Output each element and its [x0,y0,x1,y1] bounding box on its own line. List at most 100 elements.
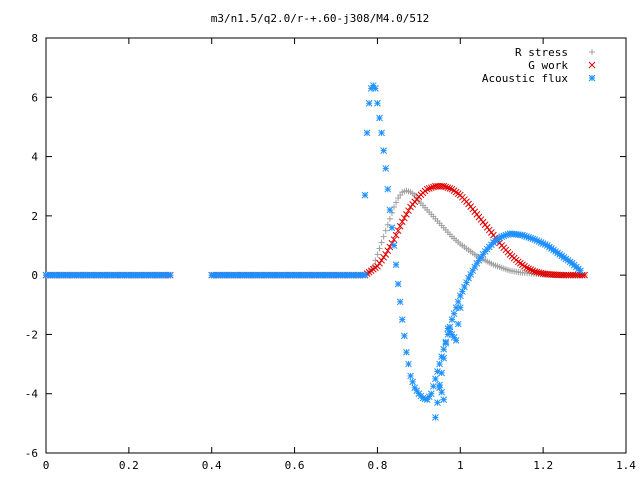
data-point [409,378,416,386]
data-point [456,304,464,312]
data-point [394,227,402,235]
data-point [432,414,439,421]
data-point [446,185,454,192]
x-tick-label: 0.4 [202,459,222,472]
data-point [454,320,462,328]
legend-label: Acoustic flux [482,72,568,85]
data-point [386,243,394,251]
legend-label: R stress [515,46,568,59]
data-point [392,261,400,269]
data-point [531,268,539,275]
data-point [380,233,387,240]
data-point [388,224,396,232]
data-point [378,256,385,264]
data-point [365,99,373,107]
data-point [361,271,369,279]
data-point [390,236,398,243]
data-point [393,199,400,206]
legend-marker [588,61,596,69]
data-point [386,215,393,222]
data-point [394,280,402,288]
data-point [427,390,435,398]
data-point [423,185,431,193]
data-point [374,251,381,258]
data-point [384,185,392,193]
series-layer [42,82,588,421]
data-point [405,360,412,368]
data-point [434,399,441,406]
data-point [452,337,460,344]
data-point [434,368,441,375]
data-point [430,382,437,390]
data-point [396,298,404,306]
data-point [376,259,383,267]
data-point [529,267,537,274]
data-point [380,254,387,261]
chart-title: m3/n1.5/q2.0/r-+.60-j308/M4.0/512 [211,12,430,25]
data-point [382,227,389,234]
data-point [398,218,406,226]
data-point [382,251,390,258]
data-point [380,147,387,154]
x-tick-label: 0 [43,459,50,472]
data-point [391,203,397,210]
data-point [392,231,400,239]
data-point [363,129,371,137]
x-tick-label: 1 [457,459,464,472]
data-point [372,257,379,264]
data-point [403,211,410,218]
x-tick-label: 0.6 [285,459,305,472]
data-point [450,310,458,318]
data-point [401,214,408,222]
data-point [374,99,381,107]
y-tick-label: 2 [31,210,38,223]
data-point [378,239,385,246]
data-point [390,242,398,249]
data-point [442,339,450,347]
data-point [440,396,448,403]
data-point [384,221,391,228]
data-point [440,345,448,353]
y-tick-label: 6 [31,91,38,104]
data-point [405,207,412,215]
data-point [444,184,452,192]
data-point [440,182,448,190]
data-point [386,206,394,214]
data-point [535,269,543,276]
data-point [525,265,532,273]
axes: 0 0.2 0.4 0.6 0.8 1 1.2 1.4 -6 -4 -2 0 2 4 6 8 [25,32,637,472]
data-point [527,266,535,274]
x-tick-label: 1.2 [533,459,553,472]
data-point [396,222,404,230]
legend-marker [589,49,595,55]
plot-frame [45,37,627,454]
data-point [436,381,443,389]
data-point [438,369,445,377]
data-point [166,271,174,279]
data-point [454,298,462,306]
y-tick-label: 4 [31,151,38,164]
y-tick-label: -6 [25,447,38,460]
data-point [432,375,439,383]
data-point [427,184,435,192]
data-point [382,165,390,172]
data-point [523,264,530,272]
series-acoustic-flux [42,82,584,421]
data-point [440,354,448,362]
data-point [384,247,392,255]
y-tick-label: -2 [25,328,38,341]
legend-label: G work [528,59,568,72]
data-point [372,85,379,92]
data-point [376,245,383,252]
x-tick-label: 0.2 [119,459,139,472]
data-point [577,267,584,275]
data-point [374,262,381,270]
data-point [378,129,385,137]
data-point [376,114,383,122]
data-point [398,316,406,323]
data-point [403,348,410,356]
y-tick-label: -4 [25,388,39,401]
data-point [442,183,450,191]
